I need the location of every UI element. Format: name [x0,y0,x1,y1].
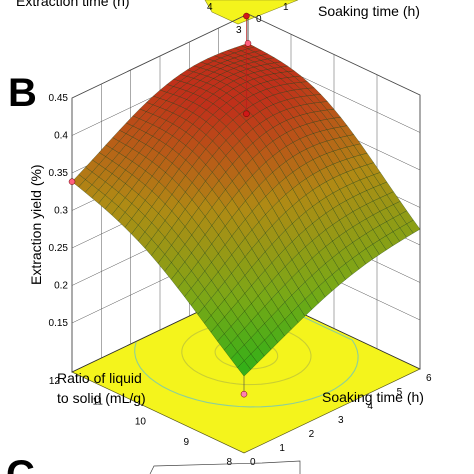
previous-ylabel: Soaking time (h) [318,3,420,19]
y-tick-label: 4 [367,401,373,412]
front-marker [240,390,248,398]
previous-tick-3: 3 [236,25,242,36]
response-surface-chart: 0.150.20.250.30.350.40.45891011120123456… [28,12,432,468]
contour-line [134,300,359,408]
y-tick-label: 0 [250,457,256,468]
x-tick-label: 9 [183,437,189,448]
z-tick-label: 0.25 [49,243,69,254]
z-tick-label: 0.4 [54,131,68,142]
z-tick-label: 0.15 [49,318,69,329]
x-tick-label: 10 [135,417,147,428]
previous-xlabel: Extraction time (h) [16,0,130,9]
y-tick-label: 2 [309,429,315,440]
y-tick-label: 3 [338,415,344,426]
z-tick-label: 0.45 [49,93,69,104]
z-tick-label: 0.35 [49,168,69,179]
corner-marker [68,178,76,185]
z-axis-label: Extraction yield (%) [28,164,44,285]
panel-letter-c: C [6,453,35,474]
y-axis-label: Soaking time (h) [322,389,424,405]
previous-tick-1: 1 [283,2,289,13]
next-panel-strip: C [6,453,301,474]
previous-tick-4: 4 [207,2,213,13]
x-tick-label: 12 [49,376,61,387]
x-axis-label-line2: to solid (mL/g) [57,390,146,406]
surface-cell [237,360,252,377]
x-axis-label-line1: Ratio of liquid [57,370,142,386]
z-tick-label: 0.2 [54,281,68,292]
previous-panel-strip: Extraction time (h) 4 3 0 1 Soaking time… [16,0,420,36]
y-tick-label: 5 [397,387,403,398]
x-tick-label: 8 [226,457,232,468]
corner-marker [244,40,252,47]
x-tick-label: 11 [93,396,104,407]
y-tick-label: 6 [426,373,432,384]
y-tick-label: 1 [279,443,285,454]
panel-letter-b: B [8,71,37,115]
next-panel-frame-fragment [149,460,301,474]
peak-marker-top [243,12,250,20]
peak-marker [243,110,250,117]
z-tick-label: 0.3 [54,206,68,217]
previous-floor-fragment [204,0,299,25]
